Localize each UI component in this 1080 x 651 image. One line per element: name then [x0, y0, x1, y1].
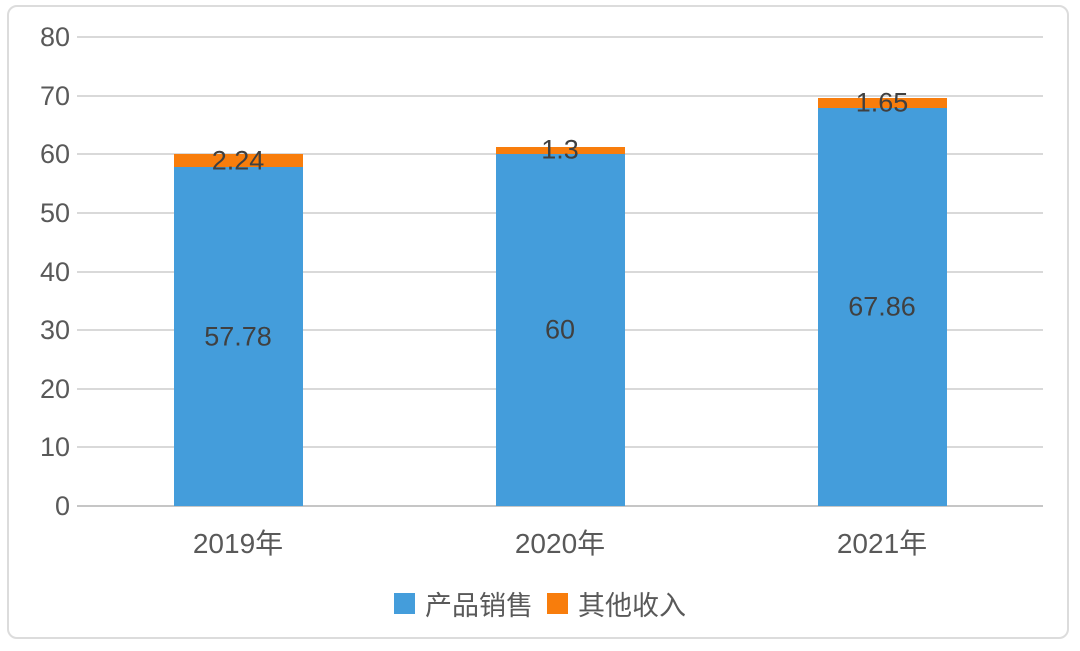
data-label: 67.86	[848, 291, 916, 322]
y-tick-label: 20	[39, 373, 70, 404]
data-label: 57.78	[204, 321, 272, 352]
y-tick-label: 80	[39, 22, 70, 52]
legend-swatch-icon	[547, 593, 568, 614]
bar-segment-blue	[495, 154, 625, 506]
category-label: 2021年	[836, 528, 928, 559]
bar-segment-blue	[173, 167, 303, 506]
y-tick-label: 40	[39, 256, 70, 287]
gridline	[77, 94, 1043, 97]
y-tick-label: 30	[39, 315, 70, 346]
data-label: 1.65	[855, 87, 909, 118]
gridline	[77, 36, 1043, 38]
data-label: 2.24	[211, 145, 265, 176]
category-label: 2020年	[514, 528, 606, 559]
legend-swatch-icon	[394, 593, 415, 614]
legend-item: 其他收入	[547, 584, 686, 623]
data-label: 1.3	[541, 134, 579, 165]
legend-label: 其他收入	[578, 591, 686, 621]
category-label: 2019年	[192, 528, 284, 559]
data-label: 60	[544, 314, 576, 345]
legend-label: 产品销售	[425, 591, 533, 621]
y-tick-label: 60	[39, 139, 70, 170]
x-axis-line	[77, 505, 1043, 507]
legend: 产品销售 其他收入	[0, 584, 1080, 623]
legend-item: 产品销售	[394, 584, 533, 623]
bar-segment-orange	[495, 146, 625, 155]
bar-segment-orange	[173, 154, 303, 168]
bar-segment-blue	[817, 108, 947, 506]
y-tick-label: 50	[39, 197, 70, 228]
bar-segment-orange	[817, 98, 947, 109]
y-tick-label: 70	[39, 80, 70, 111]
y-tick-label: 0	[54, 491, 70, 521]
y-tick-label: 10	[39, 432, 70, 463]
